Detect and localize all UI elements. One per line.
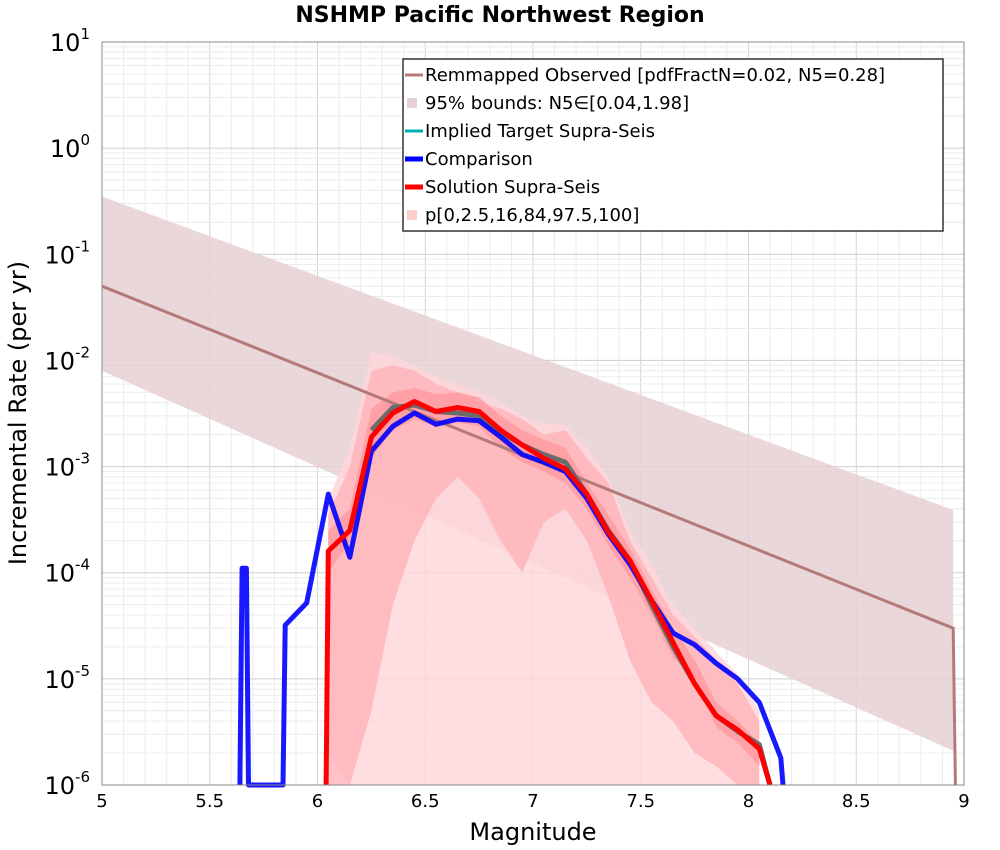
legend-label: Solution Supra-Seis	[425, 177, 600, 198]
legend-swatch	[407, 210, 417, 220]
legend-label: Implied Target Supra-Seis	[425, 121, 655, 142]
legend-label: Remmapped Observed [pdfFractN=0.02, N5=0…	[425, 65, 885, 86]
y-tick-label: 10-3	[44, 450, 90, 482]
x-tick-label: 7	[527, 791, 538, 812]
x-tick-label: 8	[743, 791, 754, 812]
x-axis-label: Magnitude	[469, 818, 596, 846]
solution-band-1	[328, 365, 760, 785]
plot-frame	[101, 41, 965, 786]
y-tick-label: 100	[50, 131, 90, 163]
y-axis-ticks: 10-6 10-5 10-4 10-3 10-2 10-1 100 101	[44, 25, 90, 800]
series-line-comparison	[237, 410, 786, 788]
y-tick-label: 10-2	[44, 343, 90, 375]
x-axis-ticks: 5 5.5 6 6.5 7 7.5 8 8.5 9	[96, 791, 969, 812]
x-tick-label: 6	[312, 791, 323, 812]
chart-title: NSHMP Pacific Northwest Region	[295, 3, 704, 28]
legend-label: 95% bounds: N5∈[0.04,1.98]	[425, 93, 689, 114]
y-axis-label: Incremental Rate (per yr)	[4, 261, 32, 565]
observed-line	[101, 284, 957, 786]
x-tick-label: 6.5	[411, 791, 440, 812]
y-tick-label: 10-1	[44, 237, 90, 269]
series-line-solution-supra-seis	[323, 399, 773, 786]
legend-box	[402, 58, 944, 232]
legend: Remmapped Observed [pdfFractN=0.02, N5=0…	[402, 58, 944, 232]
legend-label: Comparison	[425, 149, 533, 170]
x-tick-label: 7.5	[626, 791, 655, 812]
x-tick-label: 9	[958, 791, 969, 812]
x-tick-label: 5	[96, 791, 107, 812]
y-tick-label: 10-4	[44, 556, 90, 588]
legend-label: p[0,2.5,16,84,97.5,100]	[425, 205, 639, 226]
x-tick-label: 5.5	[195, 791, 224, 812]
bands	[102, 196, 954, 785]
y-tick-label: 10-5	[44, 662, 90, 694]
legend-swatch	[407, 98, 417, 108]
y-tick-label: 101	[50, 25, 90, 57]
series-lines	[101, 284, 957, 788]
y-tick-label: 10-6	[44, 768, 90, 800]
x-tick-label: 8.5	[842, 791, 871, 812]
